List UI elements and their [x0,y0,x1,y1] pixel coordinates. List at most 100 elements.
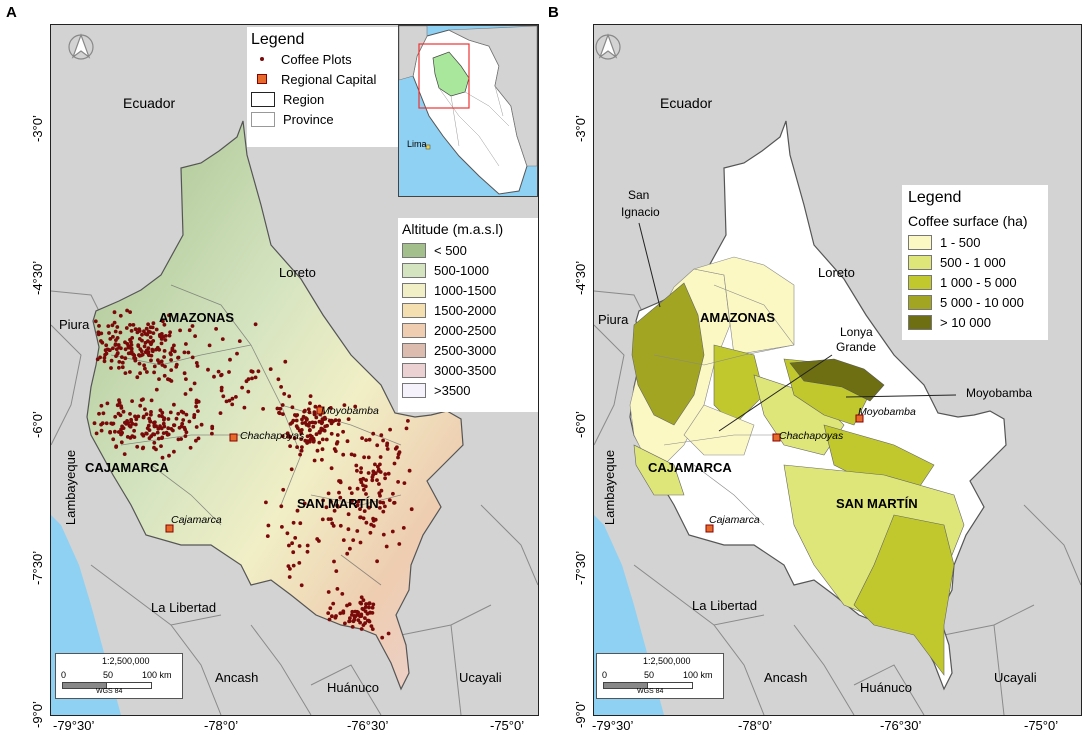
coffee-plot-dot [120,365,125,370]
coffee-plot-dot [109,421,114,426]
coffee-plot-dot [140,332,144,337]
coffee-plot-dot [334,441,339,446]
coffee-plot-dot [358,477,363,482]
label-piura-b: Piura [598,312,629,327]
coffee-plot-dot [303,408,307,413]
coffee-plot-dot [172,423,176,428]
coffee-plot-dot [337,418,341,423]
coffee-plot-dot [137,327,142,332]
a-lat-tick-3: -7°30’ [30,550,45,585]
coffee-plot-dot [338,611,343,616]
coffee-plot-dot [290,420,294,425]
panel-a-map[interactable]: Ecuador Loreto Piura Lambayeque La Liber… [50,24,539,716]
coffee-plot-dot [152,364,157,369]
coffee-plot-dot [298,452,302,457]
coffee-plot-dot [363,484,368,489]
coffee-plot-dot [367,437,372,442]
coffee-plot-dot [330,614,334,619]
coffee-plot-dot [366,618,371,623]
coffee-plot-dot [367,505,371,510]
legend-a-region-label: Region [283,91,325,107]
coffee-plot-dot [128,323,132,327]
coffee-plot-dot [154,447,158,452]
coffee-plot-dot [136,414,141,419]
coffee-swatch-2 [908,274,932,290]
coffee-plot-dot [293,536,298,540]
coffee-plot-dot [361,516,366,521]
coffee-plot-dot [145,370,149,374]
coffee-plot-dot [100,421,105,426]
label-moyobamba: Moyobamba [321,405,379,417]
coffee-plot-dot [336,422,341,426]
coffee-plot-dot [282,392,287,396]
coffee-plot-dot [358,600,363,605]
coffee-plot-dot [314,432,319,437]
area-san-martin-southeast [853,514,955,676]
area-lonya-grande [713,344,765,426]
label-la-libertad-b: La Libertad [692,598,758,613]
coffee-plot-dot [144,326,149,331]
panel-b-map[interactable]: Ecuador Loreto Piura Lambayeque La Liber… [593,24,1082,716]
coffee-plot-dot [295,413,300,417]
coffee-legend: Legend Coffee surface (ha) 1 - 500 500 -… [902,185,1048,340]
coffee-plot-dot [331,419,335,424]
coffee-plot-dot [297,428,302,433]
coffee-plot-dot [119,432,124,436]
coffee-plot-dot [396,455,400,460]
coffee-plot-dot [119,440,124,445]
coffee-plot-dot [291,563,296,568]
coffee-plot-dot [370,605,375,610]
coffee-plot-dot [123,356,128,361]
coffee-plot-dot [356,499,361,504]
coffee-plot-dot [300,421,305,425]
coffee-plot-dot [388,427,392,432]
coffee-plot-dot [312,458,317,463]
coffee-plot-dot [178,328,182,333]
coffee-label-4: > 10 000 [940,314,991,330]
coffee-plot-dot [174,416,179,421]
coffee-plot-dot [331,601,336,606]
coffee-plot-dot [142,363,146,368]
coffee-plot-dot [313,420,318,425]
region-outline-icon [251,91,275,107]
coffee-plot-dot [347,619,352,623]
coffee-plot-dot [361,598,366,603]
coffee-plot-dot [192,381,197,386]
coffee-plot-dot [143,332,148,336]
coffee-plot-dot [360,436,364,440]
coffee-plot-dot [120,355,124,359]
altitude-swatch-6 [402,362,426,378]
coffee-plot-dot [193,334,198,338]
b-lat-tick-3: -7°30’ [573,550,588,585]
legend-a-row-region: Region [251,89,401,109]
coffee-plot-dot [195,364,200,368]
coffee-plot-dot [294,424,299,429]
coffee-plot-dot [341,609,346,614]
coffee-plot-dot [404,426,409,431]
coffee-plot-dot [154,387,159,392]
coffee-plot-dot [187,419,192,424]
coffee-plot-dot [299,448,304,453]
label-ancash: Ancash [215,670,259,685]
coffee-plot-dot [192,415,197,420]
altitude-label-1: 500-1000 [434,262,489,278]
coffee-plot-dot [184,412,189,417]
coffee-plot-dot [113,429,117,434]
coffee-plot-dot [370,627,375,631]
coffee-plot-dot [244,379,249,384]
coffee-plot-dot [148,419,153,424]
inset-map: Lima [398,25,538,197]
coffee-plot-dot [146,322,150,327]
coffee-plot-dot [170,346,175,351]
b-lat-tick-0: -3°0’ [573,115,588,142]
coffee-plot-dot [168,351,173,356]
coffee-plot-dot [194,404,199,409]
label-san-martin: SAN MARTÍN [297,496,379,511]
coffee-plot-dot [276,377,281,382]
coffee-plot-dot [152,424,157,429]
coffee-plot-dot [299,583,304,588]
coffee-plot-dot [392,500,397,505]
coffee-plot-dot [359,470,363,475]
coffee-plot-dot [378,493,382,498]
label-cajamarca-city: Cajamarca [171,514,222,526]
